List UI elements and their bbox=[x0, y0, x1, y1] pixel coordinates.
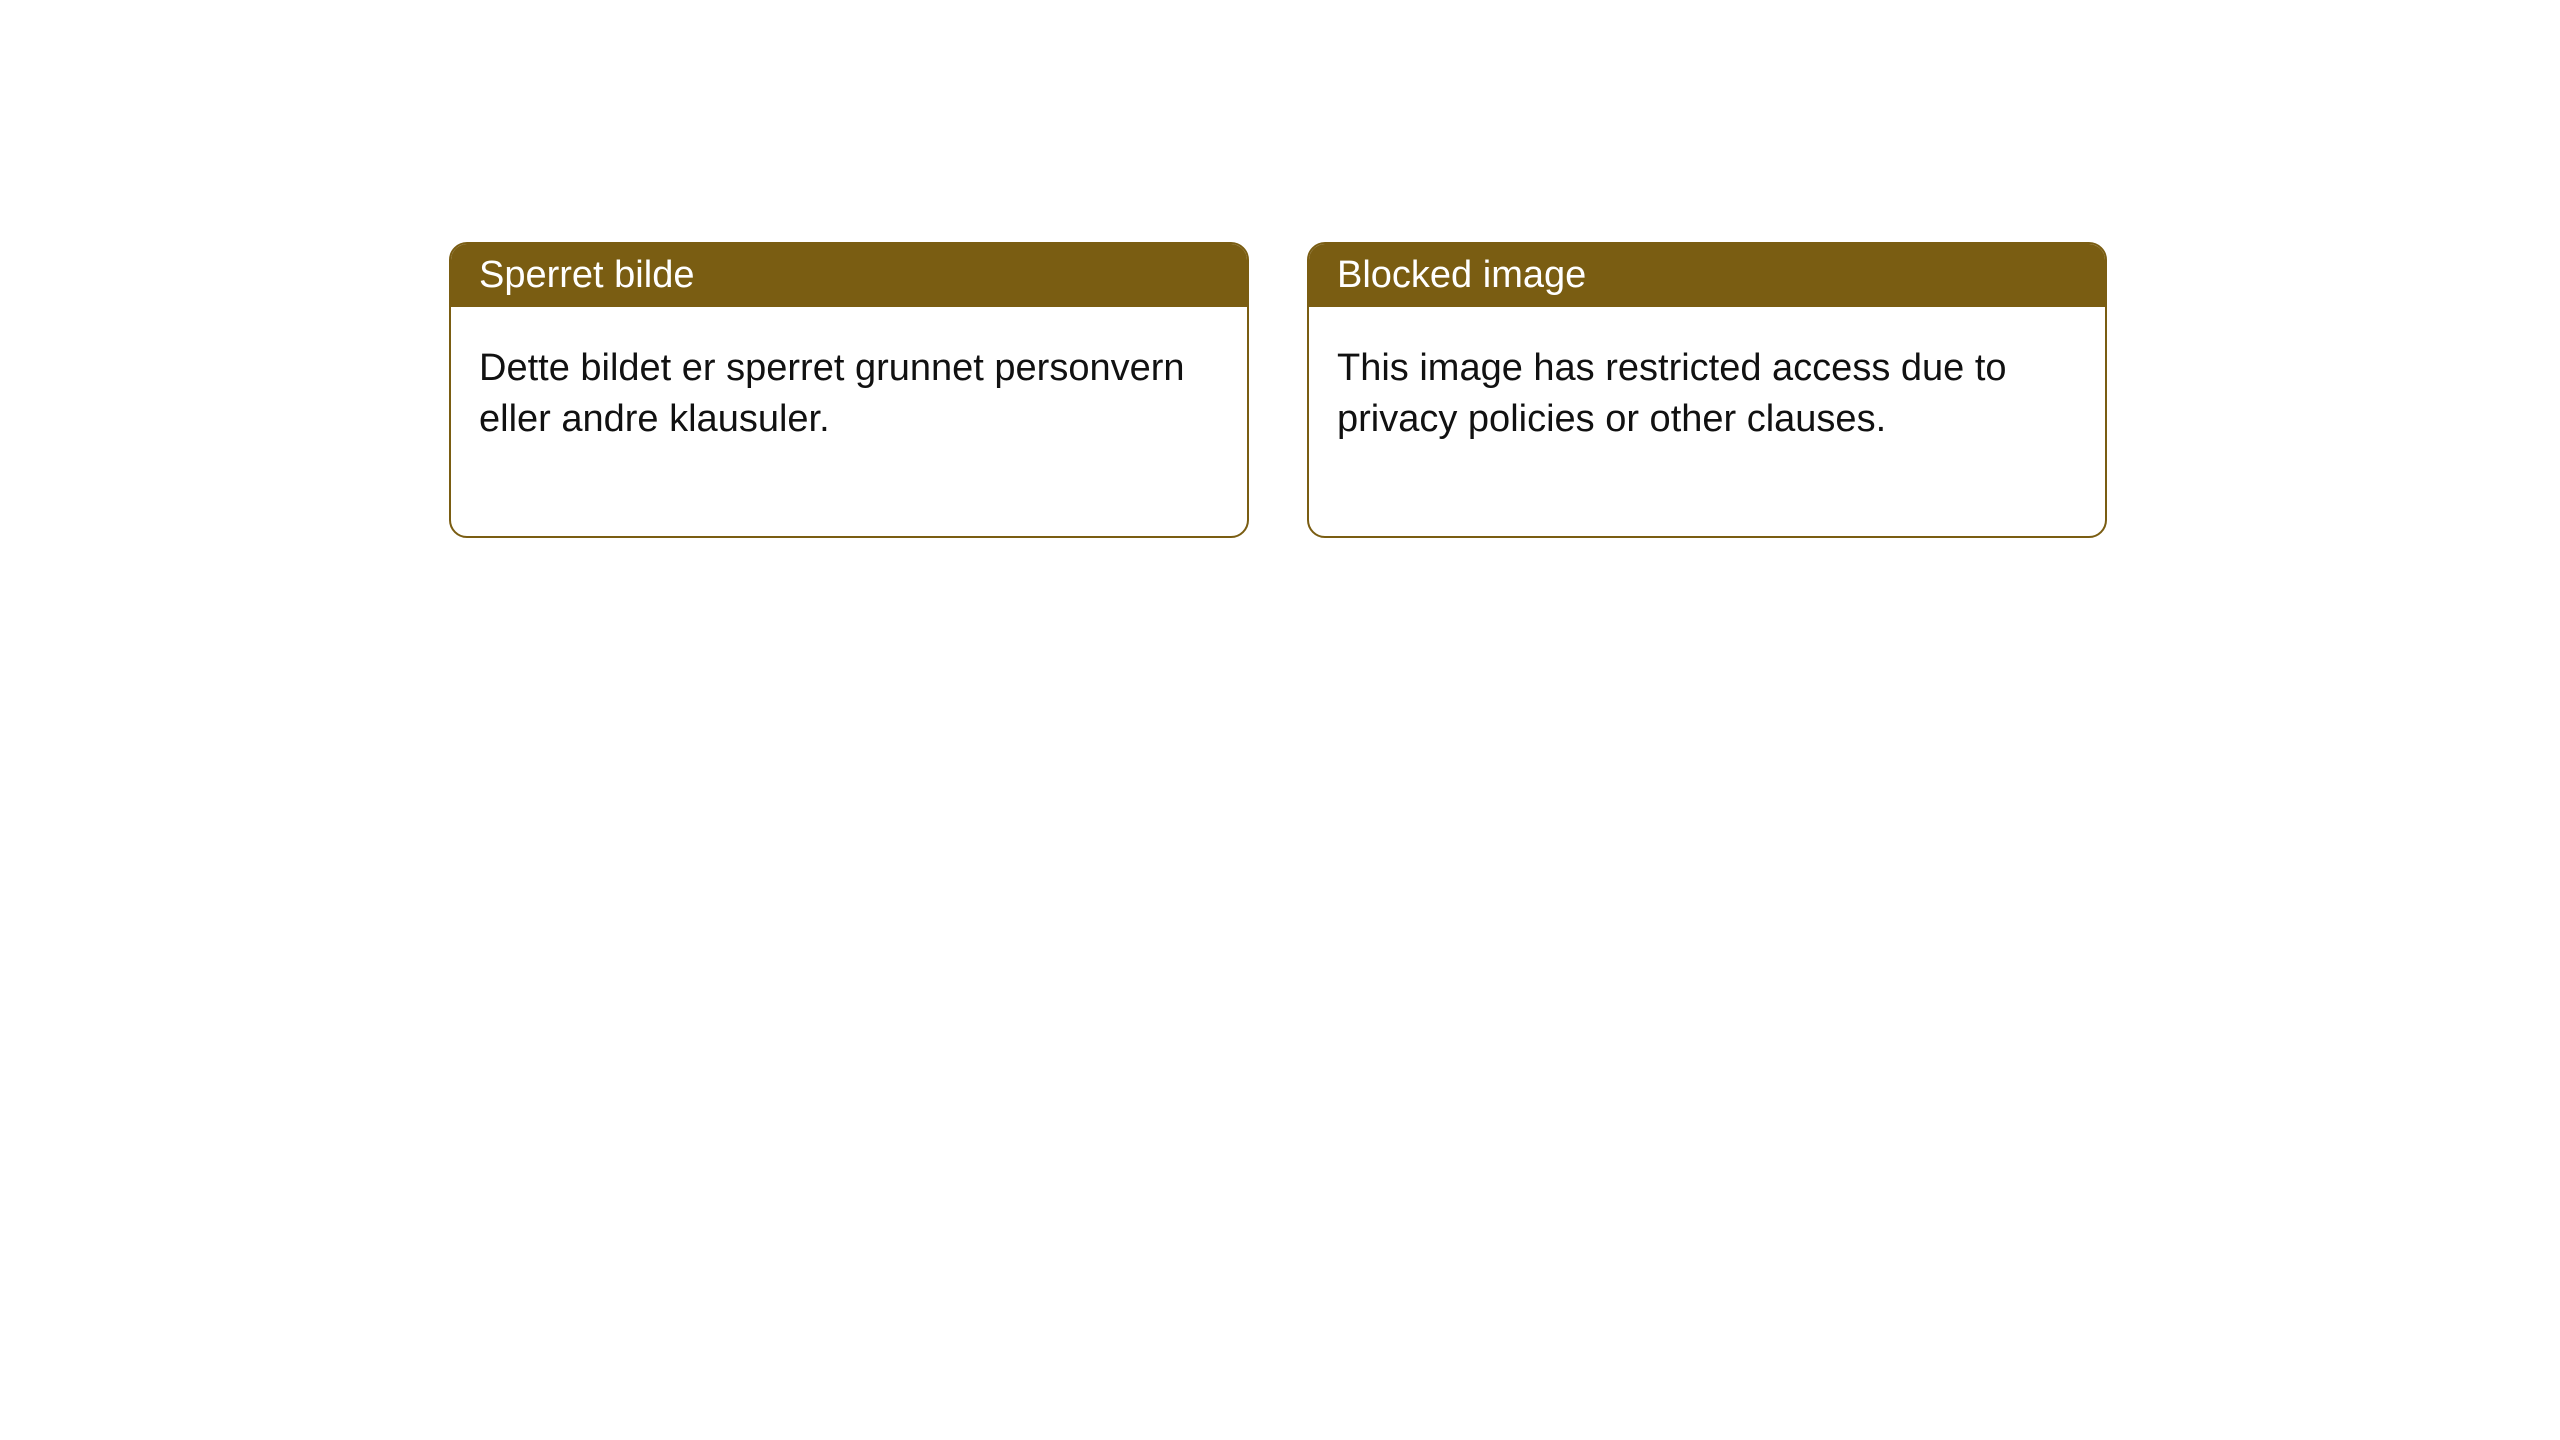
notice-container: Sperret bilde Dette bildet er sperret gr… bbox=[449, 242, 2107, 538]
card-body-norwegian: Dette bildet er sperret grunnet personve… bbox=[451, 307, 1247, 536]
card-header-english: Blocked image bbox=[1309, 244, 2105, 307]
card-header-norwegian: Sperret bilde bbox=[451, 244, 1247, 307]
notice-card-english: Blocked image This image has restricted … bbox=[1307, 242, 2107, 538]
notice-card-norwegian: Sperret bilde Dette bildet er sperret gr… bbox=[449, 242, 1249, 538]
card-body-english: This image has restricted access due to … bbox=[1309, 307, 2105, 536]
